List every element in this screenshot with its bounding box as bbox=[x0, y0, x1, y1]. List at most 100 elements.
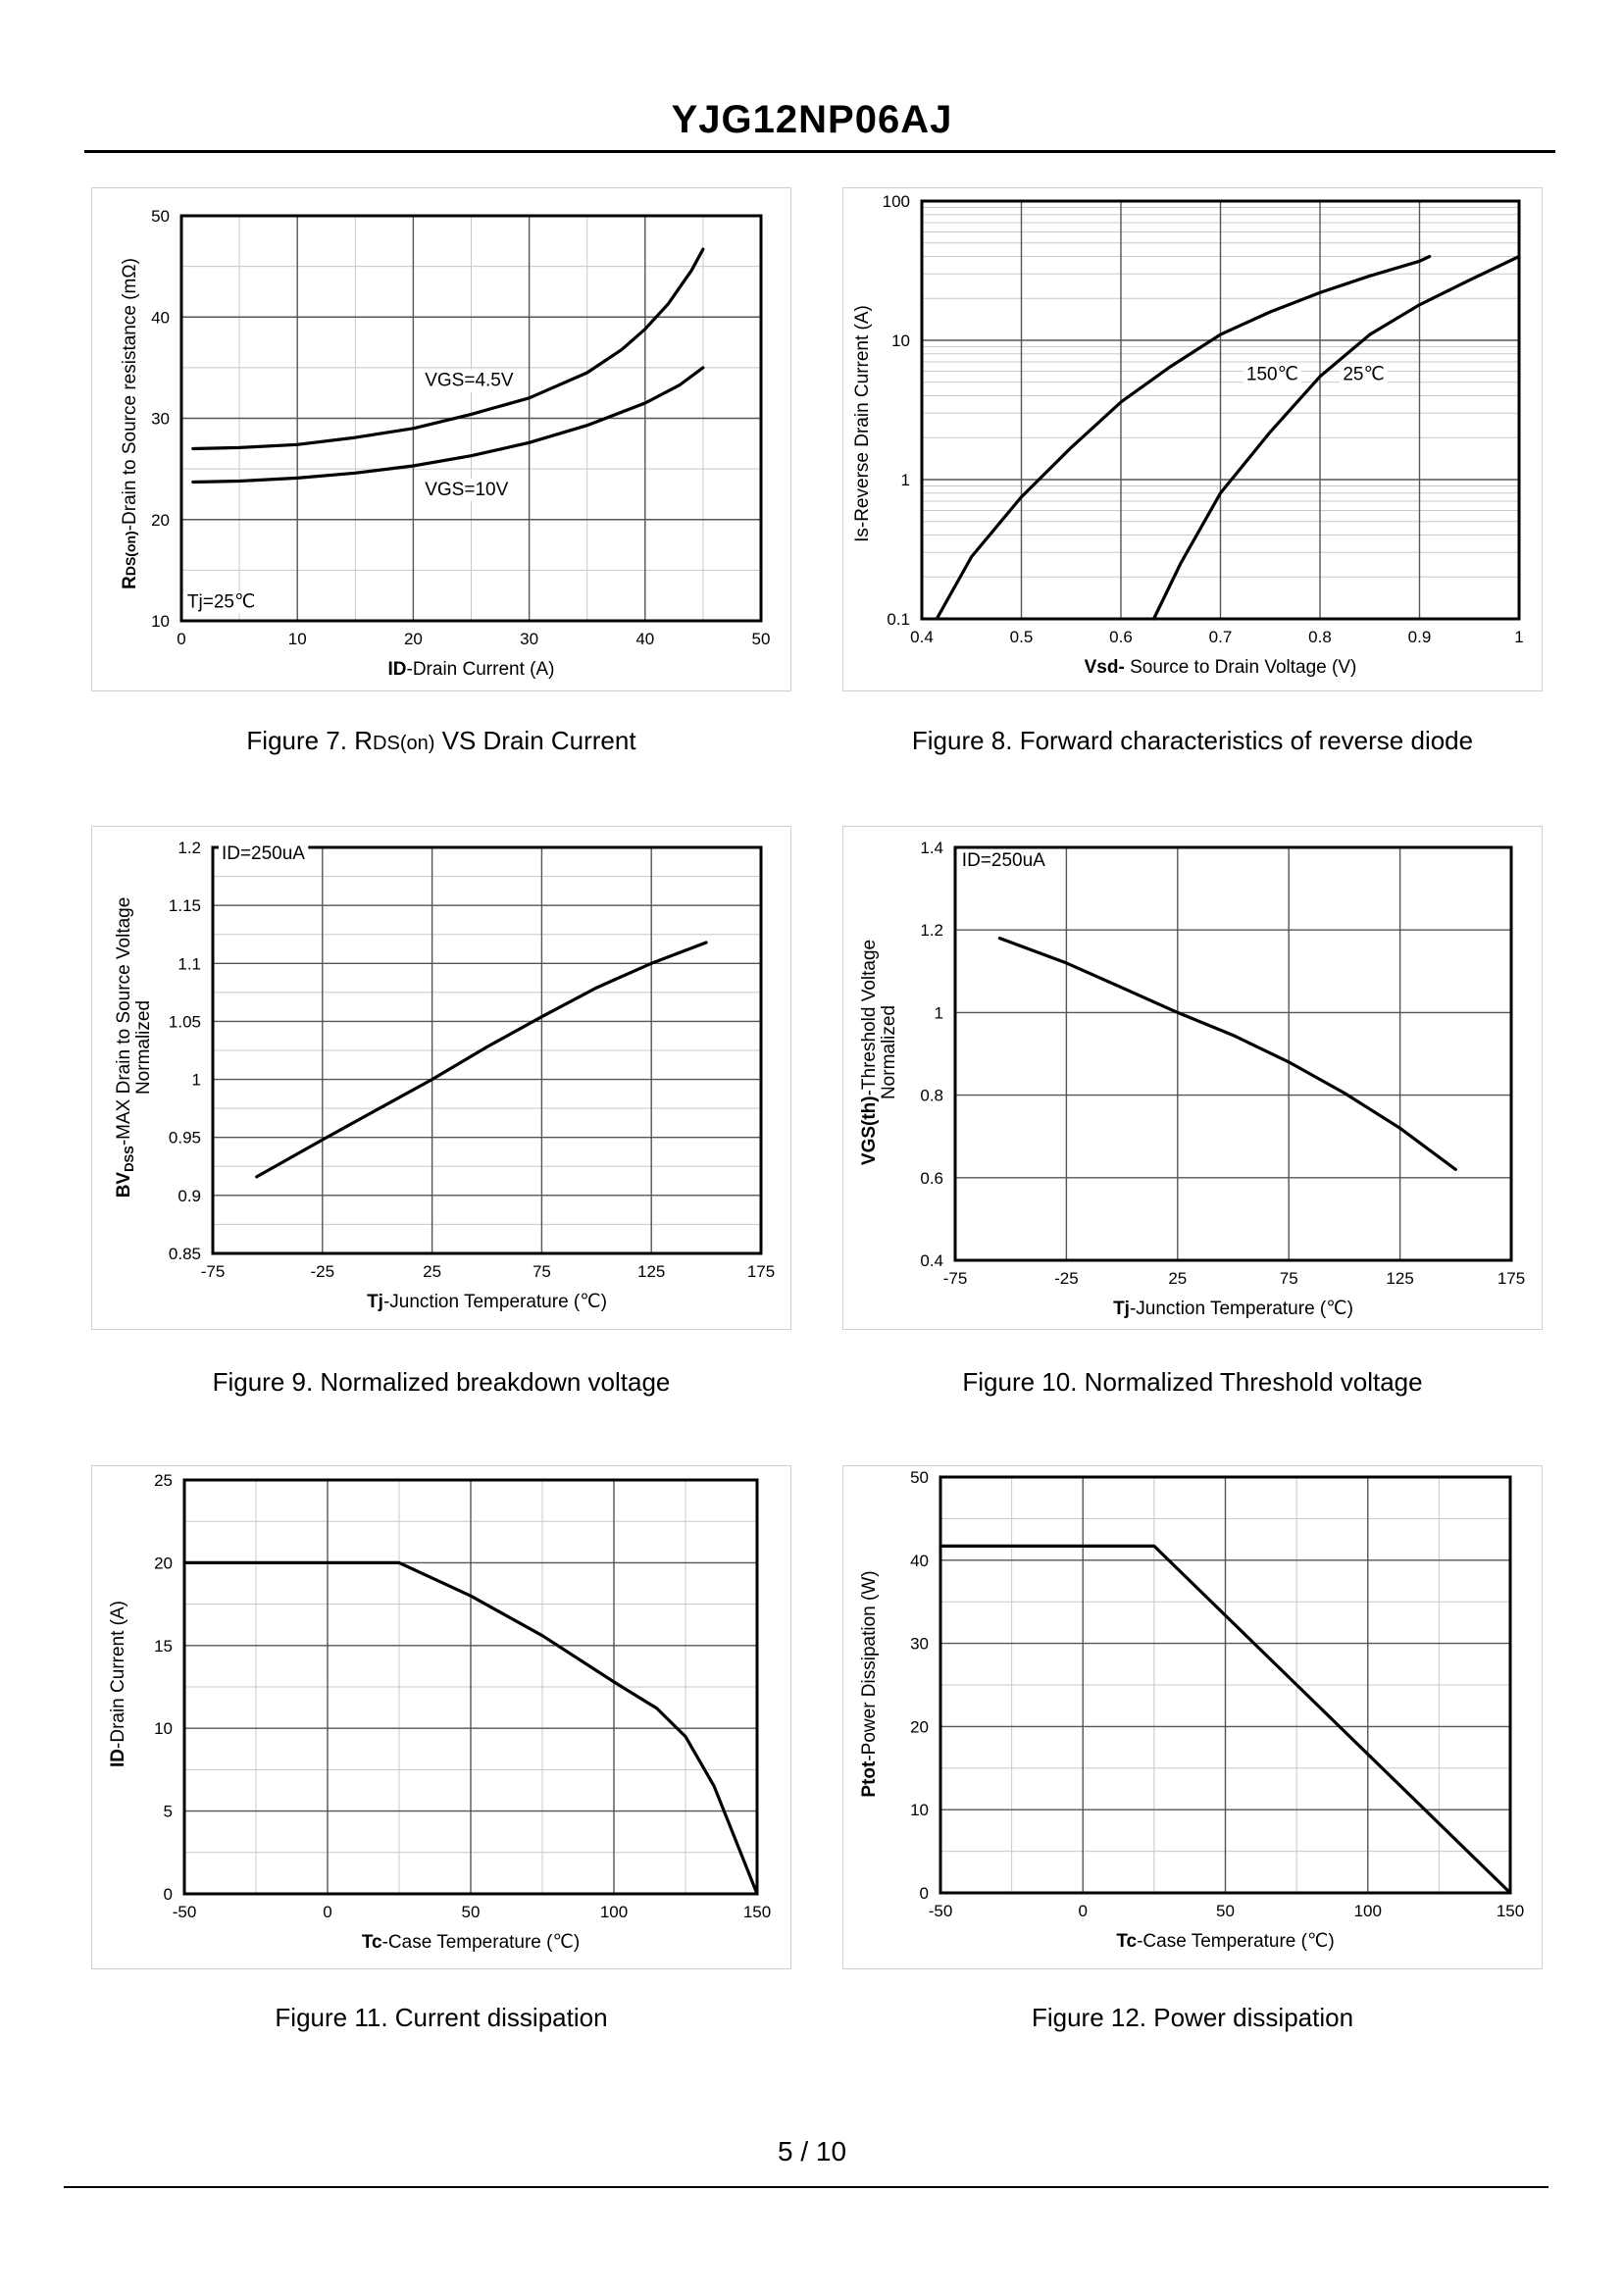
y-axis-label-group: ID-Drain Current (A) bbox=[108, 1601, 128, 1767]
y-axis-label-sub: DSS bbox=[122, 1146, 136, 1172]
x-tick-label: 50 bbox=[1216, 1902, 1235, 1920]
y-axis-label-sub: DS(on) bbox=[123, 531, 138, 576]
y-tick-label: 10 bbox=[891, 331, 910, 350]
figure-9-panel: -75 -25 25 75 125 175 0.85 0.9 0.95 1 1.05 1.1 1.15 1… bbox=[91, 826, 791, 1330]
x-tick-label: 50 bbox=[462, 1903, 481, 1921]
x-tick-label: 0.9 bbox=[1408, 628, 1432, 646]
caption-text: VS Drain Current bbox=[434, 726, 636, 755]
x-axis-label-prefix: ID bbox=[388, 659, 407, 680]
y-tick-label: 0.85 bbox=[169, 1245, 201, 1263]
figure-12-panel: -50 0 50 100 150 0 10 20 30 40 50 Tc-Case Temperatu… bbox=[842, 1465, 1543, 1969]
y-tick-label: 1.15 bbox=[169, 896, 201, 915]
x-tick-label: -25 bbox=[311, 1262, 335, 1281]
y-axis-label-text: -Drain to Source resistance (mΩ) bbox=[120, 258, 140, 531]
y-tick-label: 0.8 bbox=[920, 1087, 943, 1105]
y-tick-label: 1.2 bbox=[920, 921, 943, 940]
x-axis-label-text: -Case Temperature (℃) bbox=[1137, 1931, 1335, 1952]
series-line bbox=[255, 941, 708, 1179]
annotation-background bbox=[958, 848, 1049, 872]
x-axis-label: Tj-Junction Temperature (℃) bbox=[367, 1292, 607, 1312]
x-tick-label: 150 bbox=[743, 1903, 771, 1921]
x-tick-label: 100 bbox=[1354, 1902, 1382, 1920]
x-axis-label-text: -Junction Temperature (℃) bbox=[383, 1292, 607, 1312]
plot-frame bbox=[182, 1478, 759, 1896]
x-tick-label: -50 bbox=[929, 1902, 953, 1920]
figure-9-caption: Figure 9. Normalized breakdown voltage bbox=[212, 1367, 671, 1397]
series-line bbox=[997, 937, 1457, 1171]
annotation-label: ID=250uA bbox=[962, 850, 1045, 871]
x-tick-label: -75 bbox=[943, 1269, 968, 1288]
y-axis-label: ID-Drain Current (A) bbox=[108, 1601, 128, 1767]
x-axis-label-text: -Case Temperature (℃) bbox=[382, 1932, 581, 1953]
x-axis-label-text: -Drain Current (A) bbox=[407, 659, 555, 680]
y-tick-label: 0.6 bbox=[920, 1169, 943, 1188]
y-tick-label: 1.1 bbox=[178, 954, 201, 973]
y-tick-label: 100 bbox=[883, 192, 910, 211]
annotation-background bbox=[218, 841, 309, 865]
x-axis-label: Tc-Case Temperature (℃) bbox=[362, 1932, 580, 1953]
y-tick-label: 5 bbox=[164, 1803, 173, 1821]
y-tick-label: 1.2 bbox=[178, 839, 201, 857]
y-tick-label: 30 bbox=[910, 1635, 929, 1654]
series-line bbox=[939, 1544, 1512, 1895]
header-divider bbox=[84, 150, 1555, 153]
x-tick-label: 125 bbox=[637, 1262, 665, 1281]
y-axis-label-group: VGS(th)-Threshold Voltage Normalized bbox=[859, 940, 899, 1165]
y-axis-label-group: Is-Reverse Drain Current (A) bbox=[852, 305, 873, 542]
y-tick-label: 50 bbox=[910, 1468, 929, 1487]
y-axis-label-prefix: R bbox=[120, 576, 140, 589]
x-axis-label: Tc-Case Temperature (℃) bbox=[1116, 1931, 1334, 1952]
annotation-label: 25℃ bbox=[1343, 364, 1384, 384]
y-tick-label: 0 bbox=[920, 1884, 929, 1903]
x-tick-label: 0.7 bbox=[1209, 628, 1233, 646]
x-tick-label: 75 bbox=[533, 1262, 551, 1281]
x-axis-label-prefix: Tj bbox=[1113, 1299, 1130, 1319]
y-tick-label: 25 bbox=[154, 1471, 173, 1490]
y-tick-label: 10 bbox=[910, 1801, 929, 1819]
x-tick-label: -25 bbox=[1054, 1269, 1079, 1288]
annotation-background bbox=[423, 478, 511, 501]
y-axis-label: Is-Reverse Drain Current (A) bbox=[852, 305, 873, 542]
y-axis-label-text: -Threshold Voltage bbox=[859, 940, 880, 1096]
caption-text: Figure 7. R bbox=[246, 726, 374, 755]
figure-7-caption: Figure 7. RDS(on) VS Drain Current bbox=[91, 726, 791, 756]
plot-frame bbox=[179, 214, 763, 623]
annotation-background bbox=[183, 590, 259, 614]
annotation-background bbox=[1340, 363, 1388, 386]
x-tick-label: 150 bbox=[1497, 1902, 1524, 1920]
x-tick-label: 100 bbox=[600, 1903, 628, 1921]
y-axis-label: VGS(th)-Threshold Voltage bbox=[859, 940, 880, 1165]
x-tick-label: 0.4 bbox=[910, 628, 934, 646]
y-tick-label: 0.9 bbox=[178, 1187, 201, 1205]
x-axis-label-prefix: Tc bbox=[362, 1932, 382, 1953]
y-tick-label: 1.4 bbox=[920, 839, 943, 857]
y-axis-label-group: RDS(on)-Drain to Source resistance (mΩ) bbox=[120, 258, 140, 589]
x-axis-label-text: -Junction Temperature (℃) bbox=[1130, 1299, 1353, 1319]
figure-10-chart: -75 -25 25 75 125 175 0.4 0.6 0.8 1 1.2 1.4 ID=250uA… bbox=[859, 839, 1525, 1319]
y-tick-label: 1 bbox=[935, 1003, 943, 1022]
y-tick-label: 20 bbox=[151, 511, 170, 530]
y-tick-label: 40 bbox=[151, 308, 170, 327]
figure-11-panel: -50 0 50 100 150 0 5 10 15 20 25 Tc-Case Temperatur… bbox=[91, 1465, 791, 1969]
plot-frame bbox=[939, 1475, 1512, 1895]
y-axis-label-prefix: BV bbox=[114, 1172, 134, 1198]
y-axis-label-text: -MAX Drain to Source Voltage bbox=[114, 897, 134, 1146]
figure-8-caption: Figure 8. Forward characteristics of rev… bbox=[911, 726, 1474, 755]
plot-frame bbox=[920, 199, 1521, 621]
annotation-label: 150℃ bbox=[1246, 364, 1298, 384]
figure-10-panel: -75 -25 25 75 125 175 0.4 0.6 0.8 1 1.2 1.4 ID=250uA… bbox=[842, 826, 1543, 1330]
x-tick-label: 1 bbox=[1514, 628, 1523, 646]
figure-8-chart: 0.4 0.5 0.6 0.7 0.8 0.9 1 0.1 1 10 100 150℃ 25℃ Vsd- … bbox=[852, 192, 1524, 678]
x-axis-label: Vsd- Source to Drain Voltage (V) bbox=[1085, 657, 1357, 678]
y-tick-label: 15 bbox=[154, 1637, 173, 1656]
y-axis-label-prefix: Ptot bbox=[859, 1760, 880, 1798]
annotation-background bbox=[423, 369, 516, 392]
x-tick-label: 50 bbox=[752, 630, 771, 648]
y-axis-label: BVDSS-MAX Drain to Source Voltage bbox=[114, 897, 136, 1198]
y-axis-label: RDS(on)-Drain to Source resistance (mΩ) bbox=[120, 258, 140, 589]
y-tick-label: 1 bbox=[901, 471, 910, 489]
annotation-label: Tj=25℃ bbox=[187, 592, 255, 613]
y-tick-label: 20 bbox=[910, 1717, 929, 1736]
